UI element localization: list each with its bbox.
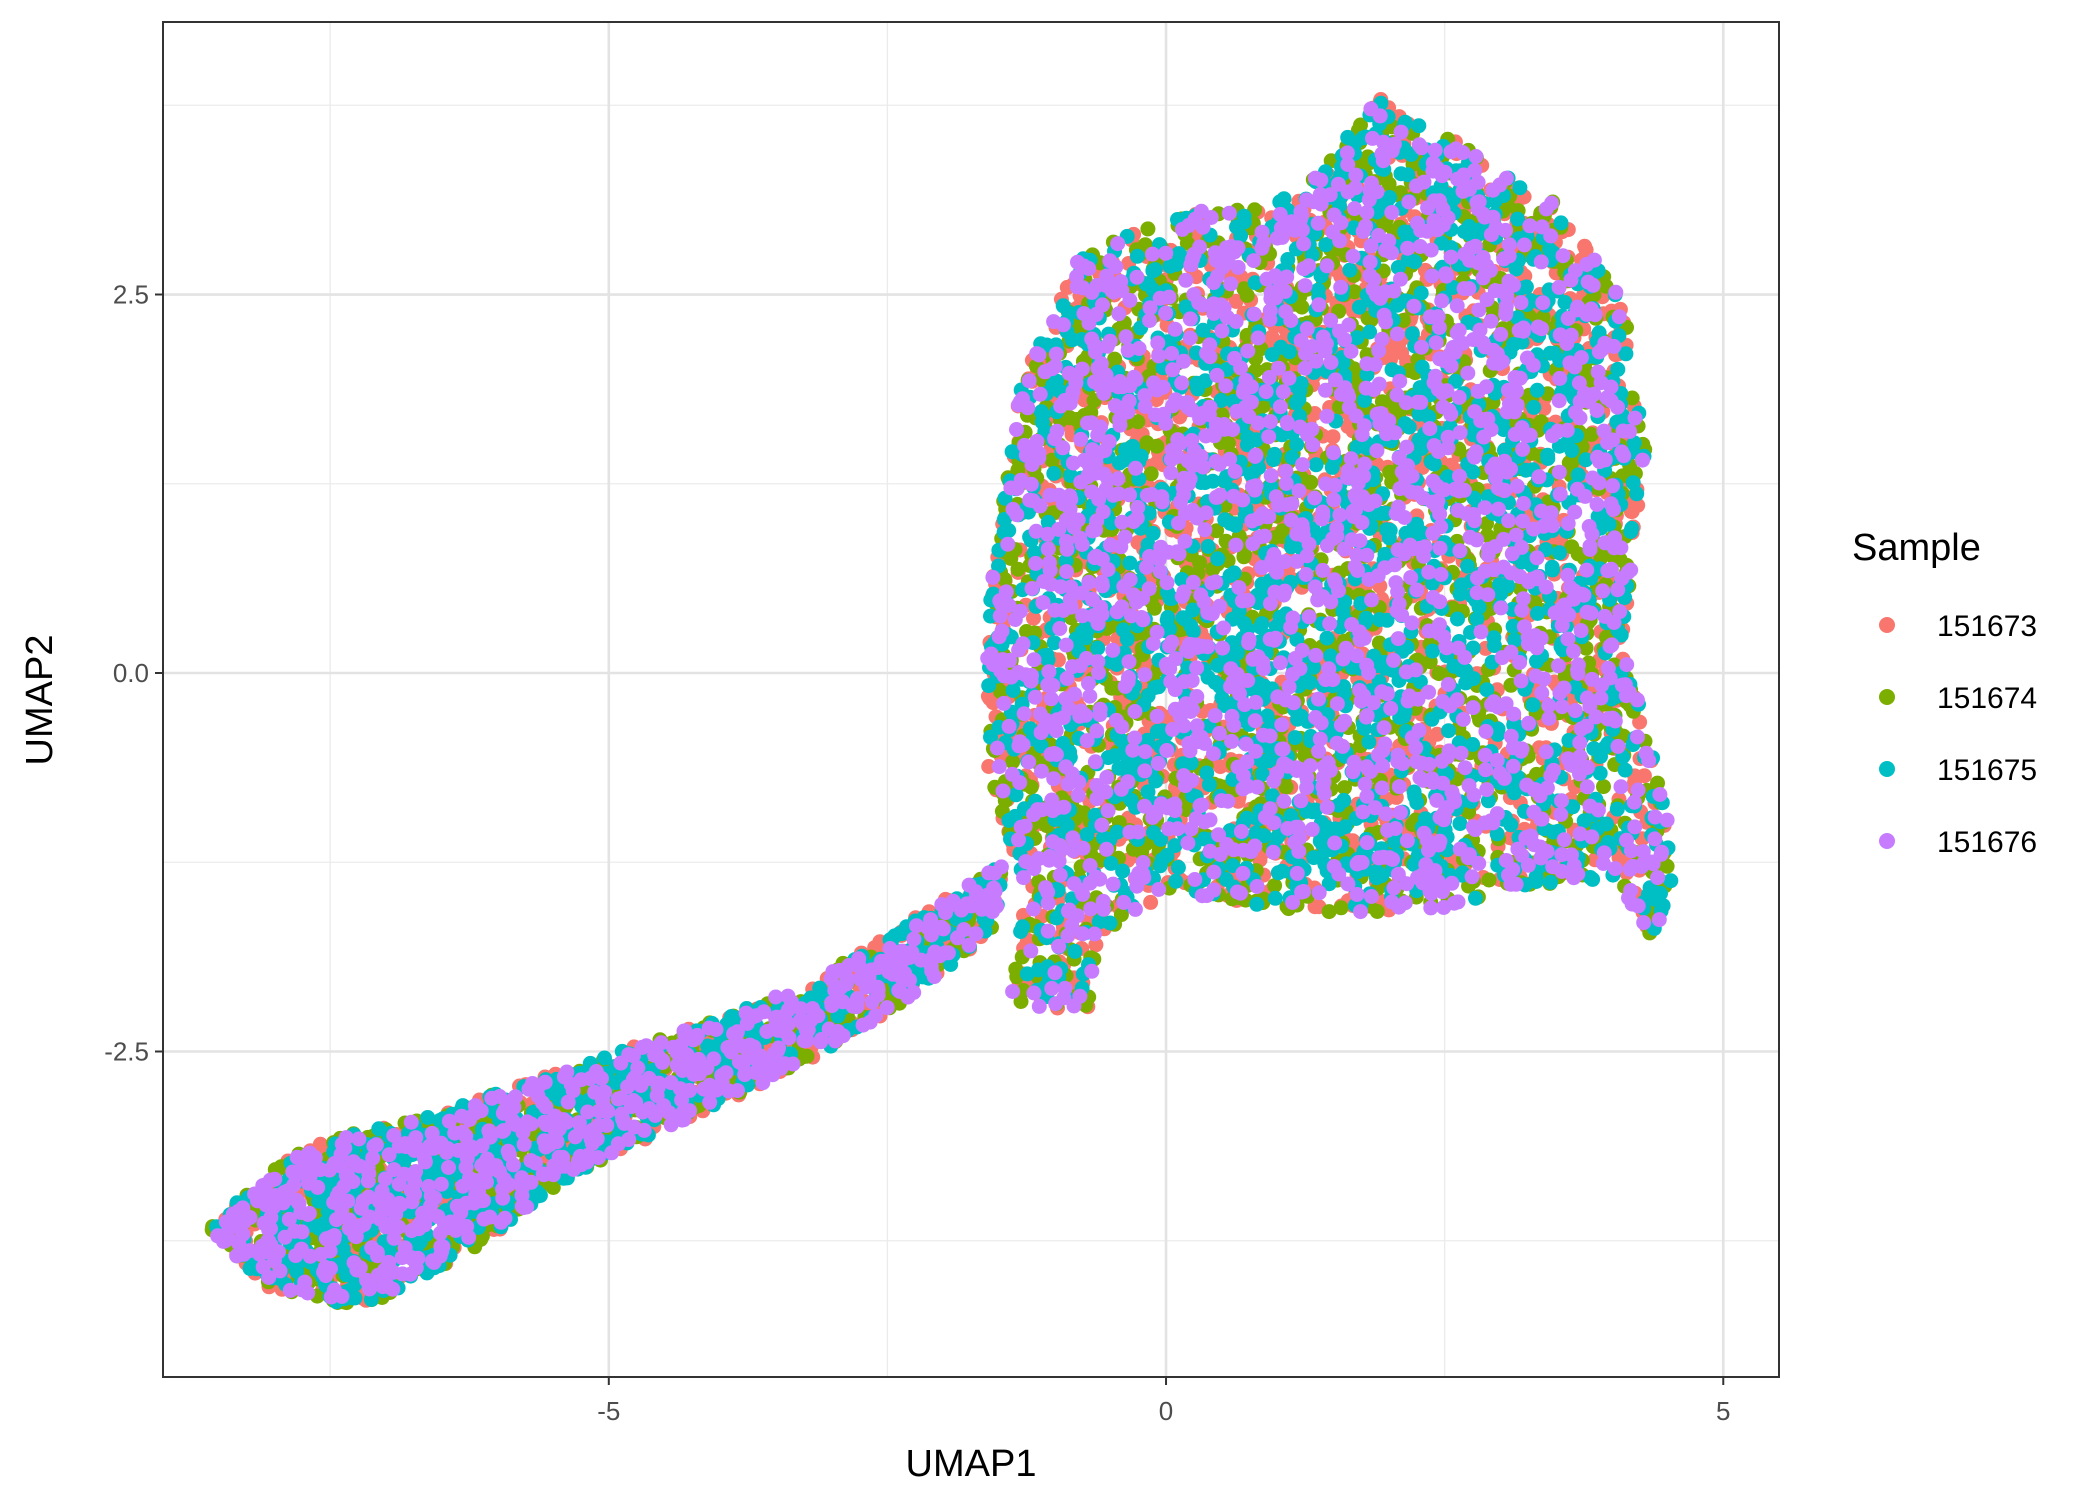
point-151675 (1525, 697, 1541, 713)
point-151674 (1456, 354, 1472, 370)
point-151675 (1426, 456, 1442, 472)
point-151673 (982, 690, 998, 706)
point-151674 (1374, 394, 1390, 410)
point-151675 (1115, 863, 1131, 879)
point-151674 (1107, 351, 1123, 367)
point-151674 (1381, 176, 1397, 192)
point-151675 (1306, 850, 1322, 866)
point-151674 (1481, 872, 1497, 888)
point-151674 (1019, 624, 1034, 639)
point-151675 (1214, 690, 1230, 706)
point-151673 (1228, 293, 1244, 309)
point-151675 (1090, 640, 1106, 656)
point-151674 (1003, 550, 1019, 566)
point-151674 (993, 684, 1009, 700)
point-151673 (1264, 329, 1280, 345)
point-151674 (799, 1048, 815, 1064)
point-151674 (1236, 549, 1252, 565)
point-151675 (1046, 466, 1062, 481)
scatter-points (204, 92, 1679, 1311)
point-151675 (1359, 367, 1375, 382)
point-151673 (1630, 497, 1646, 513)
point-151674 (1143, 466, 1159, 482)
point-151675 (1058, 553, 1074, 569)
point-151674 (1578, 640, 1594, 656)
point-151674 (1578, 363, 1594, 379)
point-151674 (1130, 414, 1146, 430)
point-151674 (1278, 779, 1294, 795)
point-151675 (1264, 347, 1280, 363)
point-151674 (1333, 900, 1349, 916)
point-151675 (1512, 180, 1528, 196)
point-151673 (1340, 418, 1356, 434)
point-151674 (1294, 299, 1310, 315)
point-151675 (1518, 279, 1534, 295)
point-151675 (1578, 452, 1594, 468)
point-151675 (991, 558, 1006, 574)
point-151673 (981, 759, 997, 774)
point-151674 (1583, 427, 1599, 442)
point-151675 (1570, 467, 1586, 483)
point-151675 (1284, 449, 1300, 465)
point-151675 (1452, 816, 1468, 832)
point-151673 (1143, 894, 1159, 910)
point-151673 (1636, 768, 1652, 784)
point-151675 (1553, 215, 1569, 231)
point-151675 (1140, 537, 1156, 553)
point-151675 (1210, 551, 1226, 567)
point-151673 (1325, 429, 1341, 445)
point-151675 (1264, 788, 1280, 804)
point-151675 (1356, 392, 1372, 408)
point-151675 (983, 729, 998, 745)
point-151673 (1050, 652, 1066, 668)
point-151674 (1371, 635, 1387, 651)
point-151674 (1236, 281, 1252, 297)
point-151674 (1010, 561, 1026, 577)
point-151674 (1596, 779, 1611, 795)
point-151674 (1624, 390, 1640, 406)
point-151675 (1450, 611, 1465, 627)
point-151675 (1200, 539, 1216, 554)
point-151674 (1209, 523, 1225, 539)
point-151674 (1337, 780, 1352, 796)
point-151675 (1362, 324, 1378, 340)
point-151673 (1026, 610, 1041, 626)
point-151674 (1267, 878, 1283, 894)
point-151674 (1192, 555, 1208, 571)
point-151674 (1650, 775, 1665, 791)
point-151675 (1008, 787, 1024, 803)
point-151675 (1425, 643, 1440, 659)
point-151675 (1321, 876, 1337, 892)
point-151674 (1113, 907, 1129, 923)
point-151675 (1610, 361, 1626, 377)
point-151674 (1347, 284, 1362, 300)
point-151674 (1220, 435, 1236, 451)
point-151674 (1564, 539, 1580, 555)
point-151674 (1431, 666, 1447, 682)
point-151674 (1062, 410, 1078, 426)
point-151675 (1617, 762, 1633, 778)
point-151675 (1465, 737, 1481, 752)
point-151674 (1321, 904, 1337, 920)
point-151675 (1609, 801, 1625, 817)
point-151674 (1023, 779, 1039, 795)
point-151675 (1308, 457, 1324, 473)
point-151674 (1149, 438, 1165, 454)
point-151675 (1140, 688, 1156, 704)
point-151675 (1174, 572, 1190, 587)
point-151674 (1140, 221, 1156, 237)
point-151674 (1005, 754, 1021, 770)
